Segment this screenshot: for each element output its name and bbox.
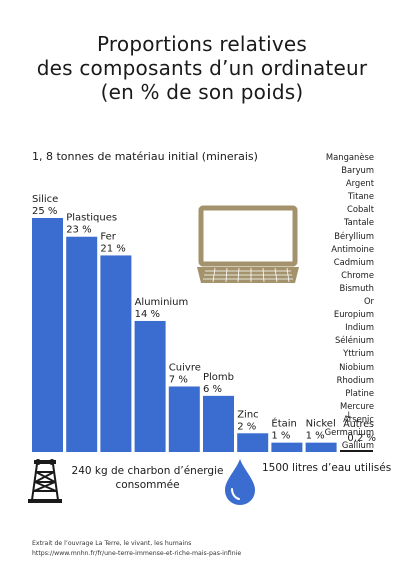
bar-étain: [271, 442, 303, 452]
bar-value-label: 25 %: [32, 206, 57, 217]
minor-element-item: Rhodium: [336, 374, 374, 385]
minor-element-item: Argent: [345, 178, 374, 189]
bar-value-label: 7 %: [169, 374, 188, 385]
autres-label: Autres: [343, 419, 374, 430]
bar-value-label: 21 %: [100, 243, 125, 254]
bar-aluminium: [134, 320, 166, 452]
down-arrow-icon: ↓: [345, 411, 353, 421]
minor-element-item: Cobalt: [346, 204, 374, 215]
bar-value-label: 1 %: [306, 431, 325, 442]
bar-autres: [340, 450, 373, 452]
title-line-2: des composants d’un ordinateur: [36, 56, 368, 80]
bar-nickel: [305, 442, 337, 452]
bar-value-label: 6 %: [203, 384, 222, 395]
bar-category-label: Fer: [100, 231, 116, 242]
minor-element-item: Platine: [345, 387, 374, 398]
title-line-3: (en % de son poids): [100, 80, 304, 104]
water-drop-icon: [225, 459, 255, 505]
minor-element-item: Titane: [347, 191, 374, 202]
minor-element-item: Germanium: [324, 426, 374, 437]
mine-tower-icon: [28, 459, 62, 503]
bar-category-label: Nickel: [306, 419, 336, 430]
source-line-1: Extrait de l’ouvrage La Terre, le vivant…: [32, 540, 192, 547]
minor-elements-list: Manganèse Baryum Argent Titane Cobalt Tantale…: [300, 151, 374, 452]
minor-element-item: Yttrium: [343, 348, 374, 359]
bar-fer: [100, 255, 132, 452]
bar-category-label: Zinc: [237, 409, 258, 420]
bar-plomb: [203, 395, 234, 452]
water-usage: 1500 litres d’eau utilisés: [262, 462, 392, 474]
minor-element-item: Béryllium: [334, 230, 374, 241]
bar-value-label: 1 %: [271, 431, 290, 442]
minor-element-item: Niobium: [339, 361, 374, 372]
initial-material-note: 1, 8 tonnes de matériau initial (minerai…: [32, 150, 258, 163]
minor-element-item: Gallium: [341, 440, 374, 451]
minor-element-item: Antimoine: [331, 243, 374, 254]
charcoal-consumption: 240 kg de charbon d’énergie consommée: [60, 464, 235, 492]
bar-category-label: Cuivre: [169, 362, 201, 373]
autres-value: 0,2 %: [347, 433, 376, 444]
bar-category-label: Étain: [271, 417, 296, 430]
charcoal-line-1: 240 kg de charbon d’énergie: [71, 465, 224, 477]
bar-zinc: [237, 433, 269, 452]
bar-category-label: Silice: [32, 194, 58, 205]
minor-element-item: Manganèse: [325, 152, 374, 162]
minor-element-item: Mercure: [340, 400, 374, 411]
minor-element-item: Tantale: [343, 217, 374, 228]
minor-element-item: Sélénium: [334, 335, 374, 346]
title-line-1: Proportions relatives: [96, 32, 308, 56]
minor-element-item: Cadmium: [333, 256, 374, 267]
minor-element-item: Indium: [345, 322, 374, 333]
minor-element-item: Baryum: [341, 165, 374, 176]
minor-element-item: Chrome: [341, 269, 374, 280]
laptop-icon: [197, 205, 299, 283]
bar-value-label: 14 %: [135, 309, 160, 320]
bar-value-label: 2 %: [237, 421, 256, 432]
minor-element-item: Or: [363, 296, 374, 307]
minor-element-item: Bismuth: [339, 282, 375, 293]
bar-category-label: Plastiques: [66, 213, 117, 224]
minor-element-item: Arsenic: [343, 413, 374, 424]
bar-category-label: Plomb: [203, 372, 234, 383]
chart-title: Proportions relatives des composants d’u…: [0, 32, 404, 104]
bar-category-label: Aluminium: [135, 297, 189, 308]
bar-silice: [32, 218, 63, 452]
charcoal-line-2: consommée: [115, 479, 180, 491]
source-footer: Extrait de l’ouvrage La Terre, le vivant…: [32, 539, 241, 559]
bar-plastiques: [66, 236, 98, 452]
source-url: https://www.mnhn.fr/fr/une-terre-immense…: [32, 550, 242, 557]
bar-value-label: 23 %: [66, 225, 91, 236]
bar-cuivre: [168, 386, 200, 452]
minor-element-item: Europium: [333, 309, 374, 320]
